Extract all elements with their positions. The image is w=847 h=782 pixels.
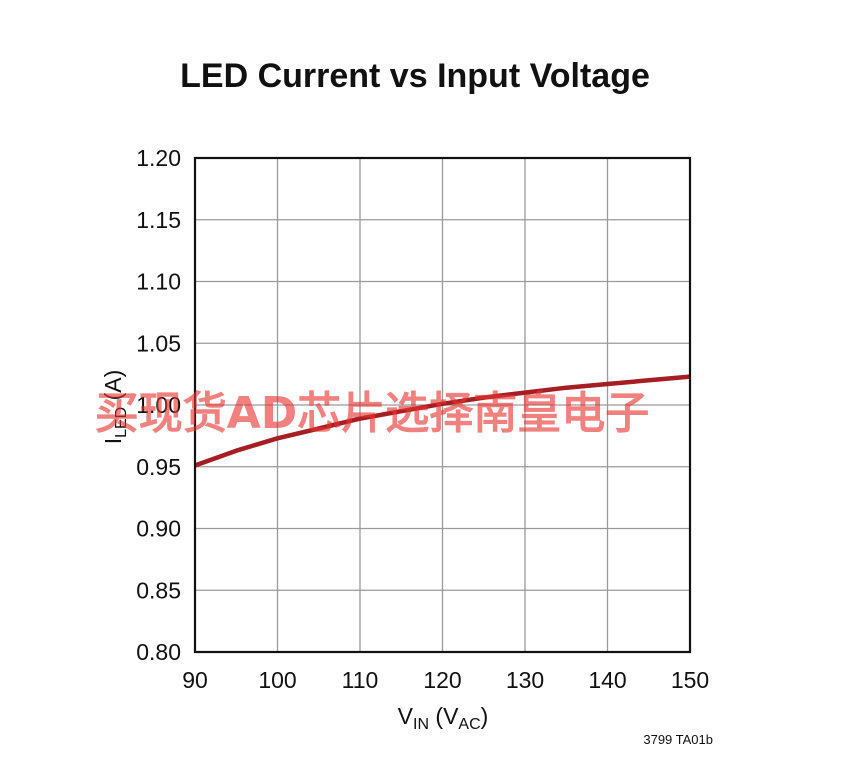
x-tick-label: 140 — [588, 667, 626, 693]
grid — [194, 157, 691, 653]
y-tick-label: 1.20 — [136, 145, 181, 171]
x-tick-label: 90 — [182, 667, 208, 693]
y-tick-labels: 0.80 0.85 0.90 0.95 1.00 1.05 1.10 1.15 1.20 — [136, 145, 181, 665]
y-tick-label: 1.10 — [136, 269, 181, 295]
y-tick-label: 0.85 — [136, 577, 181, 603]
chart-title: LED Current vs Input Voltage — [180, 57, 650, 95]
x-tick-label: 130 — [506, 667, 544, 693]
y-tick-label: 1.15 — [136, 207, 181, 233]
figure-code: 3799 TA01b — [643, 732, 713, 747]
y-tick-label: 0.90 — [136, 516, 181, 542]
y-tick-label: 1.05 — [136, 330, 181, 356]
x-tick-label: 100 — [258, 667, 296, 693]
y-tick-label: 0.95 — [136, 454, 181, 480]
x-tick-label: 120 — [423, 667, 461, 693]
y-tick-label: 1.00 — [136, 392, 181, 418]
plot-frame — [193, 156, 692, 654]
x-tick-labels: 90 100 110 120 130 140 150 — [182, 667, 709, 693]
series-group — [194, 374, 691, 468]
x-tick-label: 110 — [342, 667, 379, 693]
y-axis-label: ILED (A) — [100, 370, 130, 445]
y-tick-label: 0.80 — [136, 639, 181, 665]
series-line — [194, 374, 691, 468]
x-axis-label: VIN (VAC) — [398, 703, 489, 733]
x-tick-label: 150 — [671, 667, 709, 693]
watermark-text: 买现货AD芯片选择南皇电子 — [95, 388, 650, 439]
